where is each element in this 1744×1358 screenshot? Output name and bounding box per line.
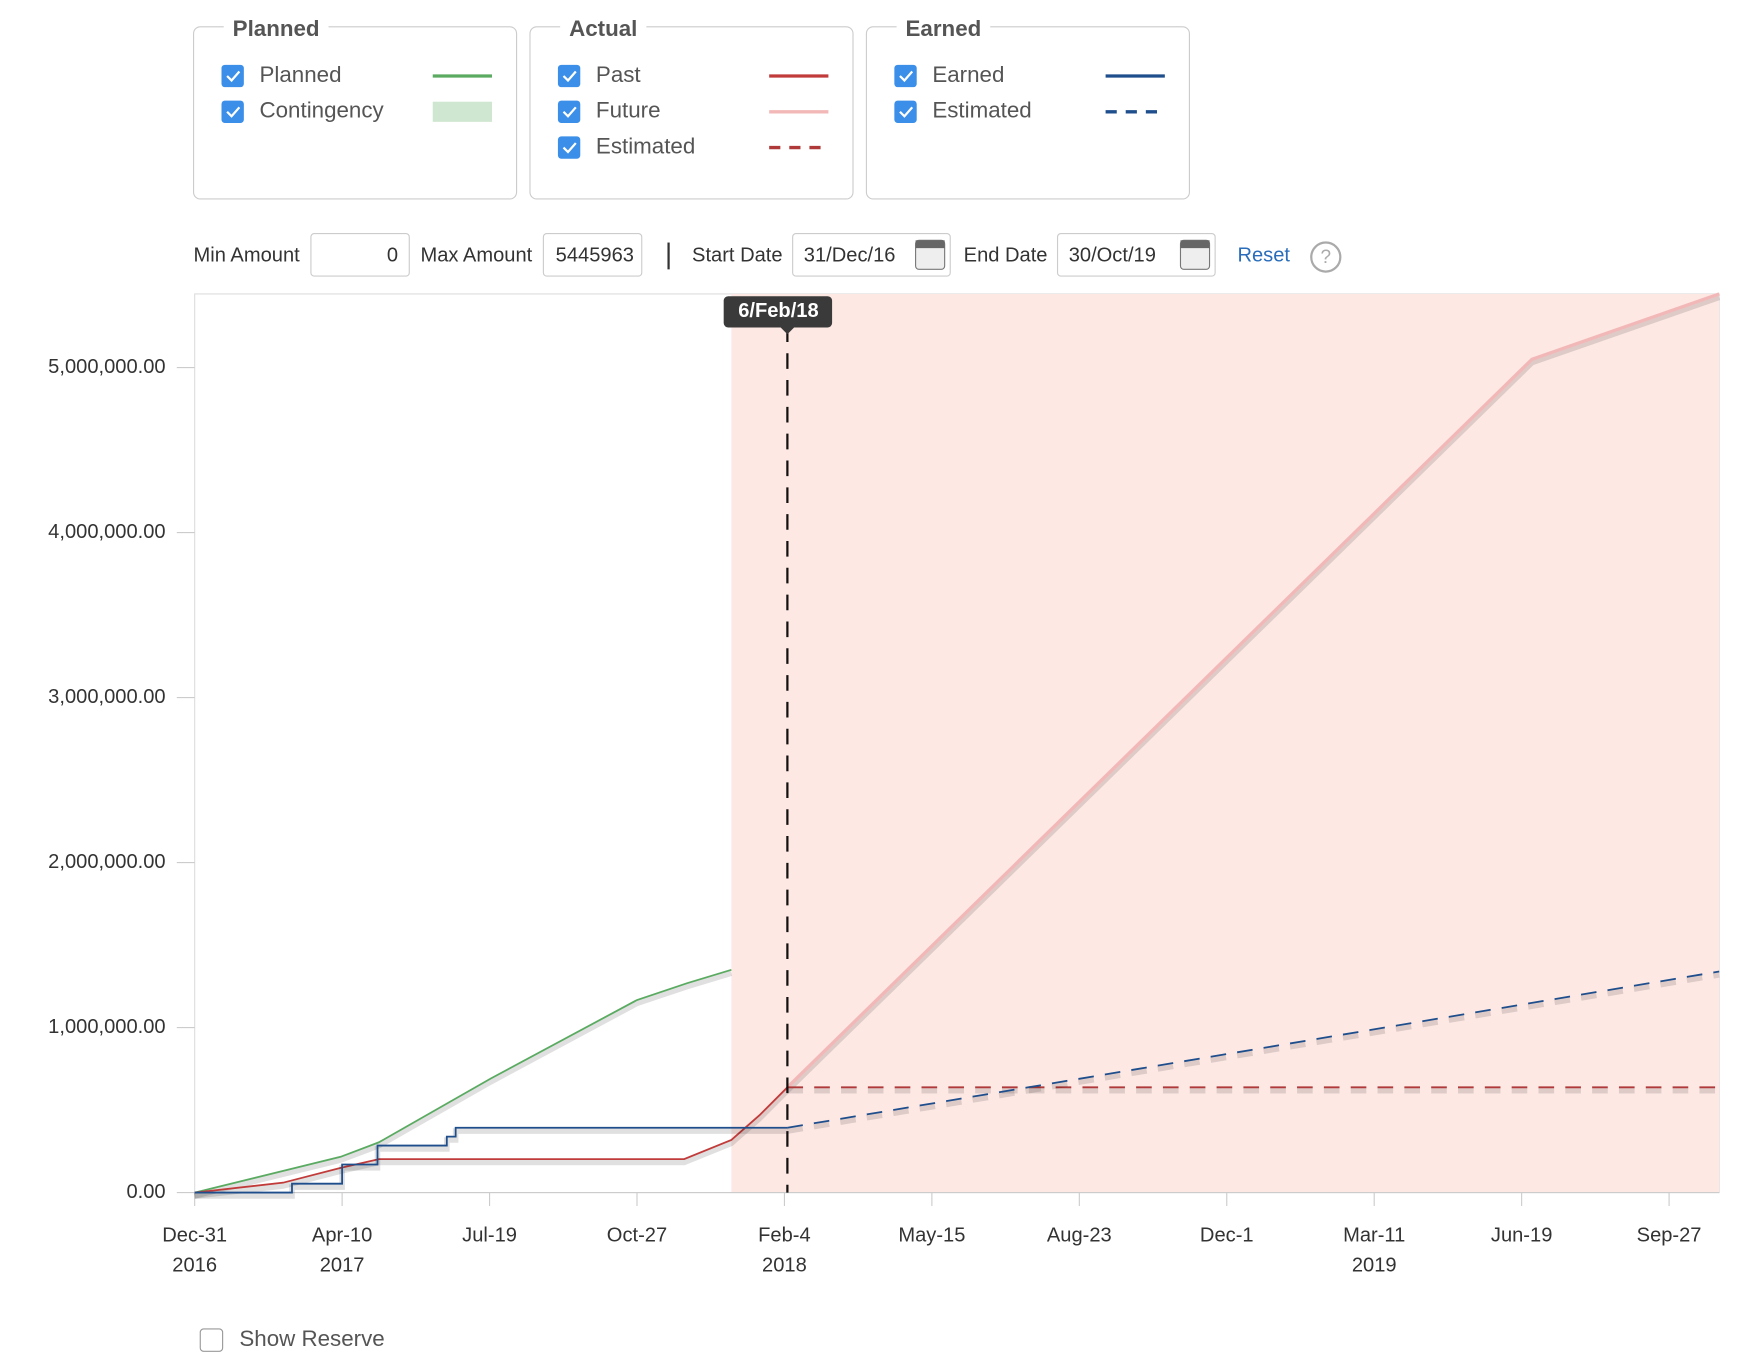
start-label: Start Date [692, 244, 783, 266]
x-tick-label: Apr-10 [312, 1224, 372, 1246]
check [562, 142, 577, 154]
checkbox[interactable] [557, 64, 581, 88]
x-tick-year: 2017 [320, 1255, 365, 1277]
check [899, 70, 914, 83]
check [562, 106, 577, 118]
x-tick-label: Oct-27 [607, 1224, 667, 1246]
marker-label: 6/Feb/18 [738, 300, 818, 322]
legend-label: Contingency [260, 98, 385, 123]
legend-label: Planned [260, 62, 342, 87]
x-tick-label: May-15 [898, 1224, 965, 1246]
series-shadow [194, 970, 733, 1199]
legend-title: Earned [906, 16, 982, 41]
max-input[interactable] [542, 233, 643, 277]
x-tick-label: Jun-19 [1491, 1224, 1553, 1246]
checkbox[interactable] [894, 100, 917, 123]
series-line [787, 970, 1720, 1129]
future-shade [731, 293, 1720, 1193]
checkbox[interactable] [221, 64, 244, 88]
x-tick-year: 2018 [762, 1255, 807, 1277]
min-value: 0 [387, 244, 398, 266]
series-line [194, 1086, 789, 1194]
x-tick-year: 2016 [172, 1255, 217, 1277]
x-tick-year: 2019 [1352, 1255, 1397, 1277]
calendar-icon[interactable] [1179, 239, 1211, 270]
max-value: 5445963 [556, 244, 634, 266]
help-text: ? [1320, 247, 1331, 268]
x-tick-label: Dec-1 [1200, 1224, 1254, 1246]
x-tick-label: Jul-19 [462, 1224, 517, 1246]
marker-tooltip-arrow [780, 327, 795, 335]
help-icon[interactable] [1310, 241, 1342, 273]
legend-swatch [432, 101, 492, 122]
reserve-checkbox[interactable] [199, 1328, 224, 1352]
legend-box [865, 26, 1190, 200]
marker-tooltip [723, 296, 833, 328]
start-input[interactable] [792, 233, 951, 277]
legend-label: Earned [932, 62, 1004, 87]
legend-label: Estimated [932, 98, 1031, 123]
end-label: End Date [964, 244, 1048, 266]
reset-link[interactable]: Reset [1237, 244, 1290, 266]
y-tick-label: 0.00 [126, 1181, 165, 1203]
series-shadow [786, 972, 1720, 1134]
check [226, 70, 241, 83]
y-tick-label: 1,000,000.00 [48, 1016, 165, 1038]
y-tick-label: 5,000,000.00 [48, 356, 165, 378]
x-tick-label: Aug-23 [1047, 1224, 1112, 1246]
end-input[interactable] [1056, 233, 1216, 277]
checkbox[interactable] [557, 136, 581, 159]
legend-box [193, 26, 518, 200]
legend-box [529, 26, 854, 200]
series-line [194, 1126, 788, 1194]
check [562, 70, 577, 83]
x-tick-label: Dec-31 [162, 1224, 227, 1246]
reserve-label: Show Reserve [239, 1326, 384, 1351]
legend-title: Actual [569, 16, 637, 41]
check [226, 106, 241, 118]
legend-label: Past [596, 62, 642, 87]
start-value: 31/Dec/16 [804, 244, 896, 266]
checkbox[interactable] [221, 100, 244, 123]
y-tick-label: 2,000,000.00 [48, 851, 165, 873]
x-tick-label: Sep-27 [1637, 1224, 1702, 1246]
legend-title-bg [896, 16, 991, 40]
x-tick-label: Mar-11 [1343, 1224, 1405, 1246]
check [899, 106, 914, 118]
legend-title-bg [560, 16, 647, 40]
controls: Min Amount 0 Max Amount 5445963 Start Da… [194, 233, 1342, 1352]
checkbox[interactable] [894, 64, 917, 88]
chart: 0.00 1,000,000.00 2,000,000.00 3,000,000.00… [48, 292, 1721, 1277]
legend-area: Planned Planned Contingency Actual Past Futur… [193, 16, 1190, 200]
legend-title-bg [223, 16, 329, 40]
legend-label: Estimated [596, 133, 695, 158]
end-value: 30/Oct/19 [1069, 244, 1156, 266]
legend-title: Planned [233, 16, 320, 41]
y-tick-label: 4,000,000.00 [48, 521, 165, 543]
series-line [786, 292, 1720, 1089]
checkbox[interactable] [557, 100, 581, 123]
min-label: Min Amount [194, 244, 301, 266]
series-shadow [785, 294, 1721, 1093]
min-input[interactable] [310, 233, 410, 277]
x-tick-label: Feb-4 [758, 1224, 811, 1246]
max-label: Max Amount [420, 244, 532, 266]
calendar-icon[interactable] [915, 239, 946, 270]
y-tick-label: 3,000,000.00 [48, 686, 165, 708]
legend-label: Future [596, 98, 661, 123]
series-line [194, 968, 732, 1194]
